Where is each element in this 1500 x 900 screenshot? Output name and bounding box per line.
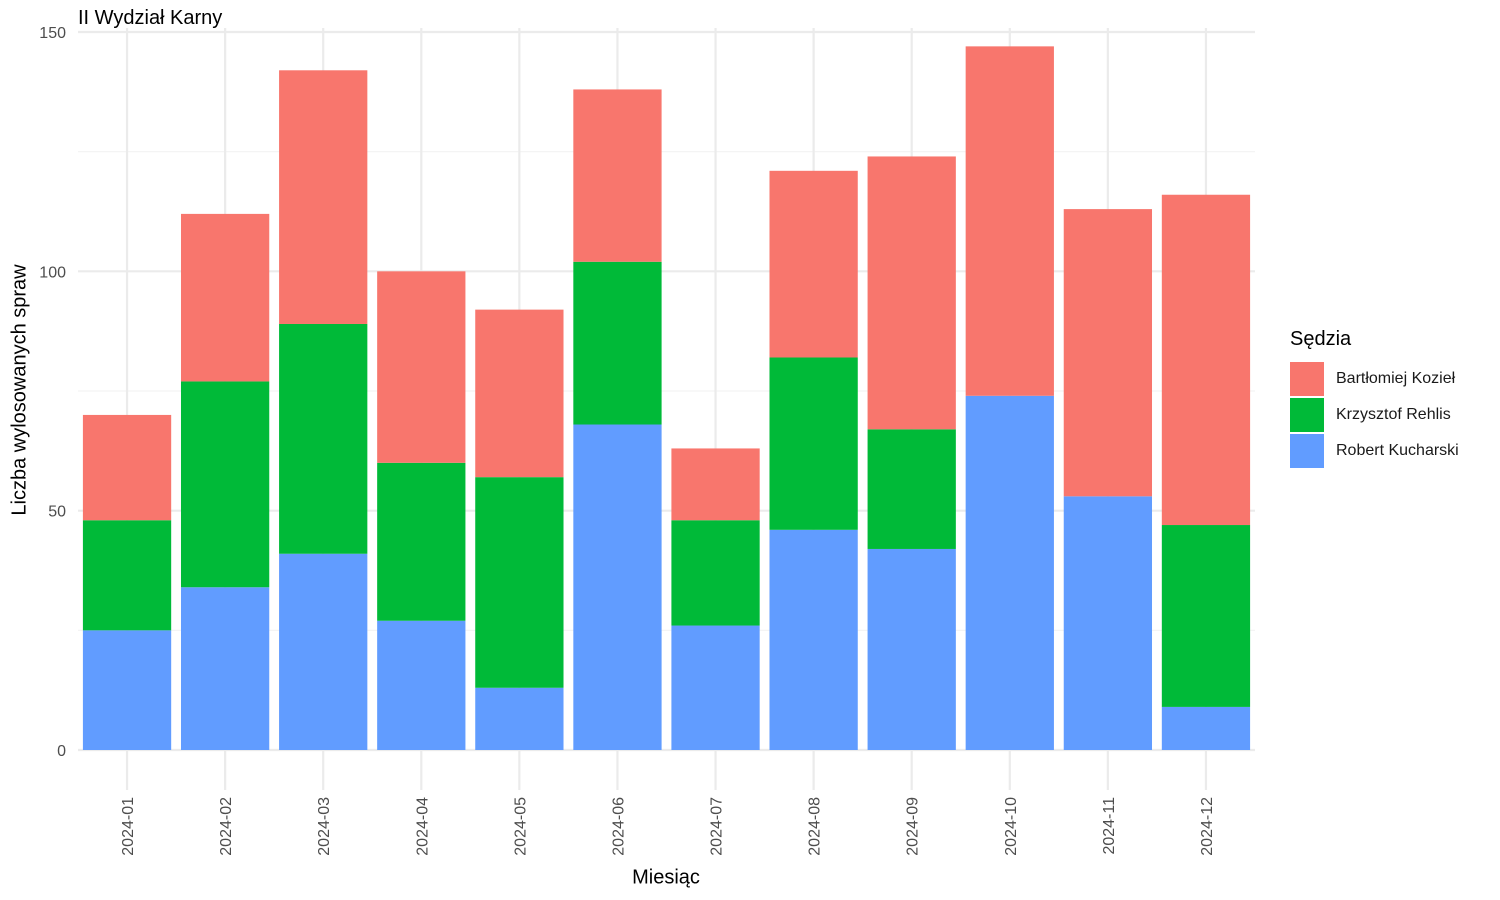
bar-segment-bart-omiej-kozie--2024-09 <box>867 156 956 430</box>
bar-segment-robert-kucharski-2024-09 <box>867 548 956 750</box>
bar-segment-bart-omiej-kozie--2024-08 <box>769 170 858 358</box>
x-tick-label: 2024-10 <box>1003 797 1020 856</box>
chart-title: II Wydział Karny <box>78 7 223 29</box>
bar-segment-robert-kucharski-2024-07 <box>671 625 760 750</box>
x-tick-label: 2024-11 <box>1101 797 1118 855</box>
bar-segment-bart-omiej-kozie--2024-11 <box>1063 209 1153 497</box>
bar-segment-bart-omiej-kozie--2024-10 <box>965 46 1054 396</box>
bar-segment-krzysztof-rehlis-2024-03 <box>279 323 368 554</box>
y-axis-label: Liczba wylosowanych spraw <box>8 264 31 516</box>
bar-segment-robert-kucharski-2024-04 <box>377 620 466 750</box>
bar-segment-bart-omiej-kozie--2024-06 <box>573 89 662 262</box>
bar-segment-krzysztof-rehlis-2024-01 <box>82 520 172 631</box>
bar-segment-krzysztof-rehlis-2024-06 <box>573 261 662 425</box>
grid-minor <box>78 151 1255 631</box>
x-tick-label: 2024-07 <box>709 797 726 856</box>
x-tick-label: 2024-06 <box>610 797 627 856</box>
x-tick-label: 2024-12 <box>1199 797 1216 856</box>
bar-segment-robert-kucharski-2024-01 <box>82 630 172 750</box>
bar-segment-bart-omiej-kozie--2024-07 <box>671 448 760 521</box>
y-tick-label: 0 <box>57 743 66 760</box>
bar-segment-robert-kucharski-2024-03 <box>279 553 368 750</box>
bar-segment-bart-omiej-kozie--2024-02 <box>180 213 270 382</box>
bar-segment-robert-kucharski-2024-12 <box>1161 706 1251 750</box>
bar-segment-krzysztof-rehlis-2024-05 <box>475 477 564 688</box>
bar-segment-robert-kucharski-2024-11 <box>1063 496 1153 750</box>
x-tick-label: 2024-03 <box>316 797 333 856</box>
x-tick-label: 2024-08 <box>807 797 824 856</box>
bar-segment-robert-kucharski-2024-02 <box>180 587 270 750</box>
legend-item: Krzysztof Rehlis <box>1290 397 1459 433</box>
bar-segment-krzysztof-rehlis-2024-02 <box>180 381 270 588</box>
legend-item: Bartłomiej Kozieł <box>1290 361 1459 397</box>
x-tick-label: 2024-09 <box>905 797 922 856</box>
y-tick-label: 150 <box>39 25 66 42</box>
bar-segment-bart-omiej-kozie--2024-05 <box>475 309 564 478</box>
y-tick-label: 50 <box>48 504 66 521</box>
x-axis-label: Miesiąc <box>632 866 700 889</box>
legend-key <box>1290 434 1324 468</box>
bar-segment-krzysztof-rehlis-2024-07 <box>671 520 760 626</box>
bar-segment-robert-kucharski-2024-08 <box>769 529 858 750</box>
legend-label: Krzysztof Rehlis <box>1336 406 1451 423</box>
bars <box>82 46 1251 750</box>
x-tick-label: 2024-05 <box>512 797 529 856</box>
bar-segment-krzysztof-rehlis-2024-08 <box>769 357 858 530</box>
bar-segment-krzysztof-rehlis-2024-09 <box>867 429 956 549</box>
bar-segment-krzysztof-rehlis-2024-12 <box>1161 525 1251 707</box>
legend-key <box>1290 362 1324 396</box>
y-tick-labels: 0 50 100 150 <box>39 25 66 760</box>
bar-segment-robert-kucharski-2024-06 <box>573 424 662 750</box>
bar-segment-bart-omiej-kozie--2024-12 <box>1161 194 1251 526</box>
legend-label: Robert Kucharski <box>1336 442 1459 459</box>
x-tick-labels: 2024-01 2024-02 2024-03 2024-04 2024-05 2024-… <box>120 797 1216 856</box>
legend-title: Sędzia <box>1290 328 1352 350</box>
x-tick-label: 2024-01 <box>120 797 137 856</box>
y-tick-label: 100 <box>39 264 66 281</box>
x-tick-label: 2024-04 <box>414 797 431 856</box>
legend: Sędzia Bartłomiej Kozieł Krzysztof Rehlis… <box>1290 328 1459 469</box>
bar-segment-robert-kucharski-2024-10 <box>965 395 1054 750</box>
legend-label: Bartłomiej Kozieł <box>1336 370 1456 387</box>
bar-segment-bart-omiej-kozie--2024-01 <box>82 414 172 521</box>
x-tick-label: 2024-02 <box>218 797 235 856</box>
bar-segment-bart-omiej-kozie--2024-04 <box>377 271 466 463</box>
legend-key <box>1290 398 1324 432</box>
legend-items: Bartłomiej Kozieł Krzysztof Rehlis Robert … <box>1290 361 1459 469</box>
legend-item: Robert Kucharski <box>1290 433 1459 469</box>
bar-segment-krzysztof-rehlis-2024-04 <box>377 462 466 621</box>
bar-segment-bart-omiej-kozie--2024-03 <box>279 70 368 324</box>
bar-segment-robert-kucharski-2024-05 <box>475 687 564 750</box>
